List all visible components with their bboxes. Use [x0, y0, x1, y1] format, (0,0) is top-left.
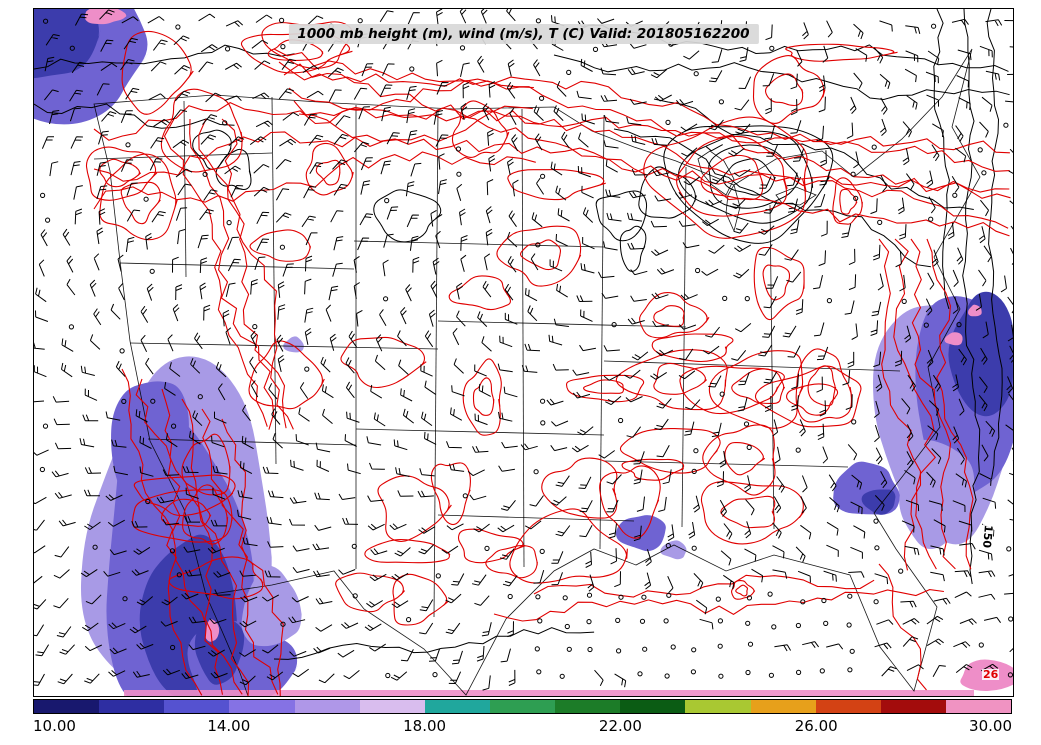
colorbar-tick-label: 22.00 [598, 717, 642, 735]
colorbar-segment [620, 700, 686, 713]
colorbar-segment [489, 700, 556, 713]
colorbar-segment [685, 700, 751, 713]
colorbar-segment [229, 700, 295, 713]
contour-label: 150 [980, 523, 995, 550]
colorbar-segment [424, 700, 490, 713]
wind-barbs [34, 9, 1013, 691]
temperature-contours [85, 21, 1011, 696]
colorbar-segment [750, 700, 816, 713]
colorbar-segment [164, 700, 230, 713]
colorbar-segment [359, 700, 425, 713]
colorbar-tick-label: 14.00 [207, 717, 251, 735]
colorbar-segment [815, 700, 881, 713]
contour-label: 26 [982, 668, 1000, 681]
map-canvas [34, 9, 1013, 696]
colorbar-tick-label: 10.00 [33, 717, 76, 735]
colorbar-tick-label: 26.00 [794, 717, 838, 735]
plot-title: 1000 mb height (m), wind (m/s), T (C) Va… [288, 24, 759, 44]
colorbar-tick-label: 18.00 [403, 717, 447, 735]
colorbar-tick-label: 30.00 [969, 717, 1012, 735]
colorbar-segment [99, 700, 165, 713]
colorbar-segment [945, 700, 1012, 713]
colorbar [33, 699, 1012, 714]
colorbar-segment [555, 700, 621, 713]
colorbar-segment [294, 700, 360, 713]
colorbar-segment [34, 700, 100, 713]
map-plot-area: 1000 mb height (m), wind (m/s), T (C) Va… [33, 8, 1014, 697]
colorbar-tick-labels: 10.00 14.00 18.00 22.00 26.00 30.00 [33, 717, 1012, 737]
state-boundaries [93, 48, 981, 696]
colorbar-segment [880, 700, 946, 713]
